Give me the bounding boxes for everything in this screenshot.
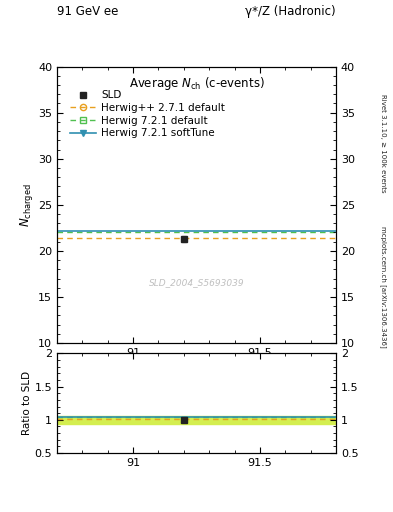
Text: Average $N_{\mathregular{ch}}$ (c-events): Average $N_{\mathregular{ch}}$ (c-events…: [129, 75, 264, 92]
Text: γ*/Z (Hadronic): γ*/Z (Hadronic): [245, 5, 336, 18]
Text: 91 GeV ee: 91 GeV ee: [57, 5, 118, 18]
Text: SLD_2004_S5693039: SLD_2004_S5693039: [149, 278, 244, 287]
Y-axis label: $N_\mathregular{charged}$: $N_\mathregular{charged}$: [18, 183, 35, 227]
Text: mcplots.cern.ch [arXiv:1306.3436]: mcplots.cern.ch [arXiv:1306.3436]: [380, 226, 387, 348]
Y-axis label: Ratio to SLD: Ratio to SLD: [22, 371, 32, 435]
Text: Rivet 3.1.10, ≥ 100k events: Rivet 3.1.10, ≥ 100k events: [380, 94, 386, 193]
Legend: SLD, Herwig++ 2.7.1 default, Herwig 7.2.1 default, Herwig 7.2.1 softTune: SLD, Herwig++ 2.7.1 default, Herwig 7.2.…: [68, 89, 227, 140]
